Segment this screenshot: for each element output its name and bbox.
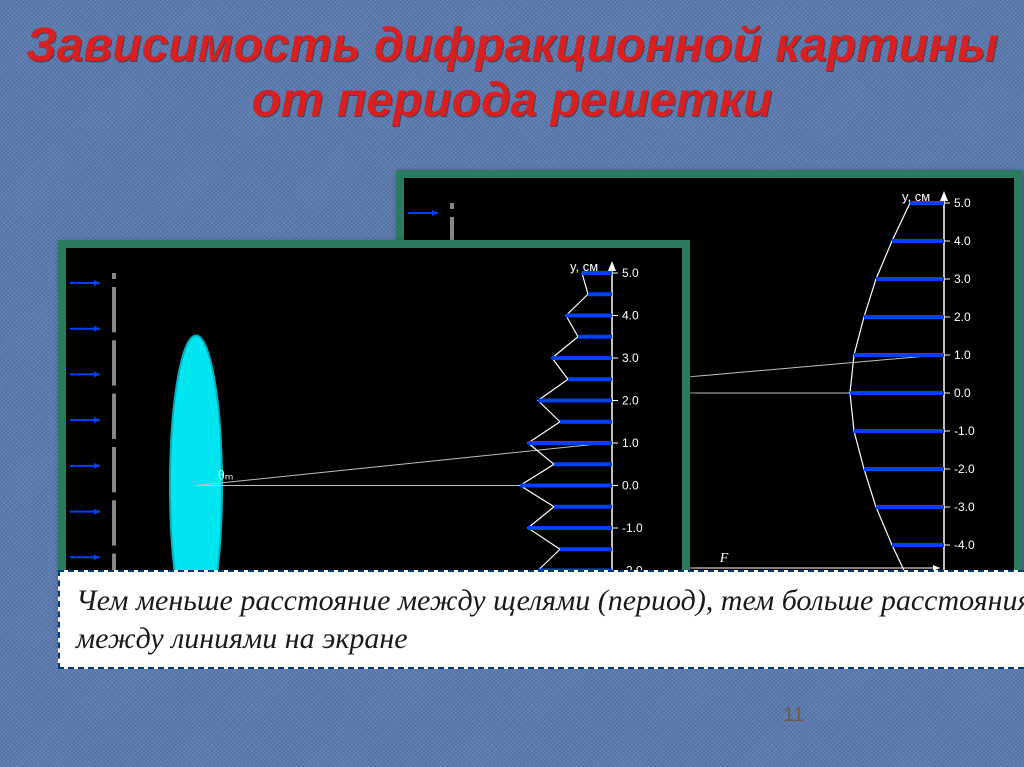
svg-text:-4.0: -4.0 [954,538,975,552]
svg-text:4.0: 4.0 [954,234,971,248]
page-number: 11 [783,704,804,727]
svg-text:F: F [719,551,729,566]
svg-text:3.0: 3.0 [954,272,971,286]
caption: Чем меньше расстояние между щелями (пери… [58,570,1024,669]
svg-text:2.0: 2.0 [622,394,639,408]
svg-text:2.0: 2.0 [954,310,971,324]
slide-title: Зависимость дифракционной картины от пер… [0,0,1024,128]
svg-text:4.0: 4.0 [622,309,639,323]
svg-text:-1.0: -1.0 [954,424,975,438]
svg-text:1.0: 1.0 [622,436,639,450]
svg-text:0.0: 0.0 [954,386,971,400]
svg-text:θₘ: θₘ [218,469,233,484]
svg-text:1.0: 1.0 [954,348,971,362]
svg-text:5.0: 5.0 [622,266,639,280]
svg-text:0.0: 0.0 [622,479,639,493]
svg-text:-3.0: -3.0 [954,500,975,514]
svg-text:5.0: 5.0 [954,196,971,210]
svg-text:3.0: 3.0 [622,351,639,365]
svg-text:-2.0: -2.0 [954,462,975,476]
svg-text:-1.0: -1.0 [622,521,643,535]
